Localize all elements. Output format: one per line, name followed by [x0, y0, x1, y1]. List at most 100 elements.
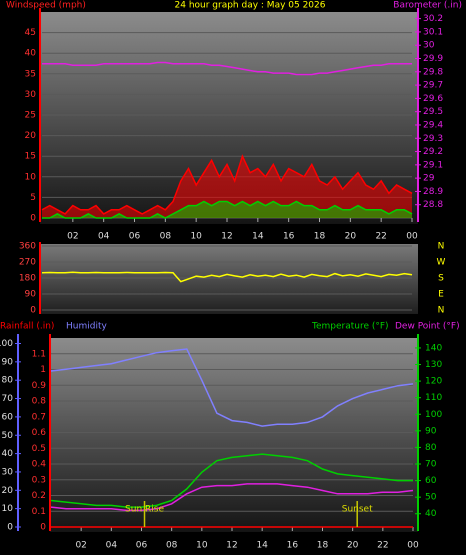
y-tick-label: 30 — [25, 90, 37, 100]
y-tick-label: 0 — [40, 523, 46, 533]
x-tick-label: 02 — [75, 541, 86, 551]
y2-tick-label: 50 — [425, 493, 437, 503]
y2-tick-label: 30.2 — [423, 14, 443, 24]
x-tick-label: 22 — [377, 541, 388, 551]
y2-tick-label: 60 — [425, 476, 437, 486]
series-line — [42, 200, 413, 219]
y3-tick-label: 100 — [0, 339, 13, 349]
panel-direction — [40, 244, 418, 314]
x-tick-label: 18 — [314, 232, 326, 242]
y2-tick-label: 29.4 — [423, 120, 443, 130]
x-tick-label: 10 — [196, 541, 208, 551]
annotation-label: Sun Rise — [125, 505, 164, 515]
y-tick-label: 25 — [25, 111, 36, 121]
y-tick-label: 15 — [25, 152, 36, 162]
y2-tick-label: 100 — [425, 410, 442, 420]
x-tick-label: 06 — [129, 232, 141, 242]
series-line — [50, 483, 414, 512]
y2-tick-label: 30 — [423, 41, 435, 51]
y2-tick-label: 28.8 — [423, 200, 443, 210]
y-tick-label: 20 — [25, 131, 37, 141]
y-tick-label: 0 — [30, 214, 36, 224]
y2-tick-label: 29.1 — [423, 160, 443, 170]
y3-tick-label: 50 — [2, 431, 14, 441]
y-tick-label: 90 — [25, 290, 37, 300]
y2-tick-label: 29.9 — [423, 54, 443, 64]
y-tick-label: 0.3 — [32, 475, 46, 485]
y3-tick-label: 90 — [2, 357, 14, 367]
right-axis-chart-title: Barometer (.in) — [393, 1, 462, 11]
y2-tick-label: W — [437, 258, 446, 268]
x-tick-label: 14 — [256, 541, 268, 551]
y3-tick-label: 60 — [2, 412, 14, 422]
annotation-label: Sunset — [342, 505, 373, 515]
x-tick-label: 08 — [166, 541, 178, 551]
y2-tick-label: N — [438, 242, 445, 252]
y-tick-label: 45 — [25, 28, 36, 38]
x-tick-label: 16 — [287, 541, 299, 551]
x-tick-label: 20 — [345, 232, 357, 242]
y-tick-label: 0 — [30, 306, 36, 316]
y-tick-label: 0.6 — [32, 428, 47, 438]
y2-tick-label: 40 — [425, 509, 437, 519]
y2-tick-label: 28.9 — [423, 187, 443, 197]
y2-tick-label: 110 — [425, 393, 442, 403]
y-tick-label: 0.7 — [32, 412, 46, 422]
y2-tick-label: S — [438, 274, 444, 284]
series-line — [41, 154, 413, 215]
x-tick-label: 20 — [347, 541, 359, 551]
y-tick-label: 0.1 — [32, 507, 46, 517]
x-tick-label: 14 — [252, 232, 264, 242]
y-tick-label: 0.8 — [32, 397, 47, 407]
y2-tick-label: 29.2 — [423, 147, 443, 157]
y2-tick-label: 130 — [425, 360, 442, 370]
y-tick-label: 360 — [19, 242, 36, 252]
x-tick-label: 12 — [226, 541, 237, 551]
y-tick-label: 0.2 — [32, 491, 46, 501]
y2-tick-label: 120 — [425, 377, 442, 387]
y-tick-label: 10 — [25, 172, 37, 182]
x-tick-label: 08 — [160, 232, 172, 242]
y-tick-label: 40 — [25, 49, 37, 59]
y2-tick-label: 29.7 — [423, 81, 443, 91]
y2-tick-label: 80 — [425, 443, 437, 453]
y2-tick-label: 70 — [425, 460, 437, 470]
series-label: Rainfall (.in) — [0, 322, 54, 332]
series-label: Dew Point (°F) — [395, 322, 460, 332]
y2-tick-label: 29.6 — [423, 94, 443, 104]
y2-tick-label: 29.5 — [423, 107, 443, 117]
x-tick-label: 00 — [407, 541, 419, 551]
y-tick-label: 35 — [25, 69, 36, 79]
series-line — [41, 271, 413, 283]
left-axis-chart-title: Windspeed (mph) — [6, 1, 86, 11]
series-area — [42, 201, 412, 218]
y2-tick-label: E — [438, 290, 444, 300]
series-line — [42, 61, 412, 76]
x-tick-label: 02 — [67, 232, 78, 242]
y2-tick-label: N — [438, 306, 445, 316]
y-tick-label: 1.1 — [32, 349, 46, 359]
y3-tick-label: 10 — [2, 504, 14, 514]
x-tick-label: 12 — [221, 232, 232, 242]
y3-tick-label: 30 — [2, 467, 14, 477]
y-tick-label: 0.5 — [32, 444, 46, 454]
y3-tick-label: 0 — [7, 523, 13, 533]
y2-tick-label: 29.3 — [423, 134, 443, 144]
y3-tick-label: 80 — [2, 376, 14, 386]
x-tick-label: 22 — [375, 232, 386, 242]
series-line — [50, 453, 413, 508]
series-label: Humidity — [66, 322, 107, 332]
y2-tick-label: 140 — [425, 343, 442, 353]
y-tick-label: 0.4 — [32, 460, 47, 470]
y3-tick-label: 70 — [2, 394, 14, 404]
y-tick-label: 0.9 — [32, 381, 47, 391]
y-tick-label: 180 — [19, 274, 36, 284]
x-tick-label: 10 — [190, 232, 202, 242]
x-tick-label: 00 — [406, 232, 418, 242]
series-label: Temperature (°F) — [311, 322, 389, 332]
panel-temp-hum — [50, 338, 418, 532]
x-tick-label: 04 — [106, 541, 118, 551]
y2-tick-label: 29.8 — [423, 67, 443, 77]
